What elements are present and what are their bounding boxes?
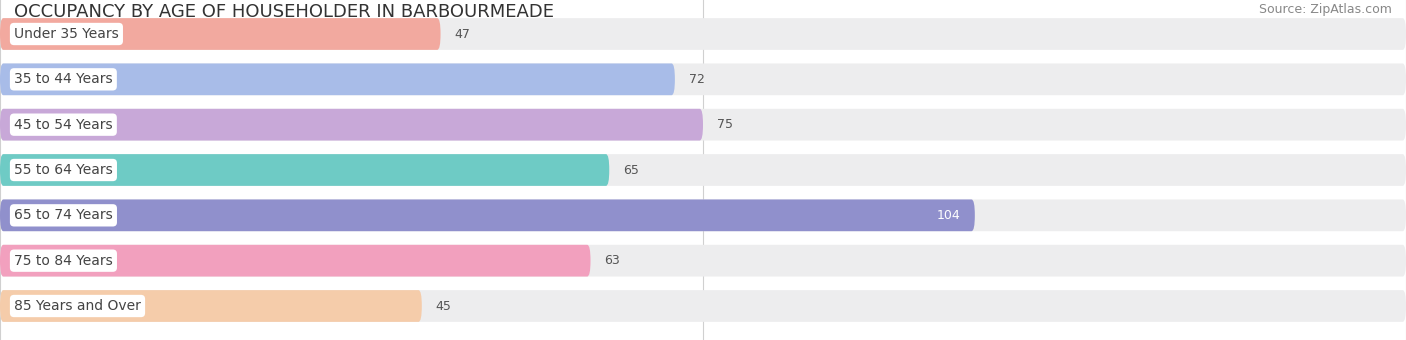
FancyBboxPatch shape <box>0 200 974 231</box>
Text: OCCUPANCY BY AGE OF HOUSEHOLDER IN BARBOURMEADE: OCCUPANCY BY AGE OF HOUSEHOLDER IN BARBO… <box>14 3 554 21</box>
Text: 65 to 74 Years: 65 to 74 Years <box>14 208 112 222</box>
FancyBboxPatch shape <box>0 290 1406 322</box>
FancyBboxPatch shape <box>0 64 675 95</box>
Text: 55 to 64 Years: 55 to 64 Years <box>14 163 112 177</box>
Text: 72: 72 <box>689 73 704 86</box>
Text: 47: 47 <box>454 28 471 40</box>
Text: 75 to 84 Years: 75 to 84 Years <box>14 254 112 268</box>
Text: Under 35 Years: Under 35 Years <box>14 27 120 41</box>
Text: 35 to 44 Years: 35 to 44 Years <box>14 72 112 86</box>
Text: 45: 45 <box>436 300 451 312</box>
FancyBboxPatch shape <box>0 200 1406 231</box>
FancyBboxPatch shape <box>0 18 1406 50</box>
FancyBboxPatch shape <box>0 245 1406 276</box>
Text: 85 Years and Over: 85 Years and Over <box>14 299 141 313</box>
FancyBboxPatch shape <box>0 154 1406 186</box>
FancyBboxPatch shape <box>0 154 609 186</box>
FancyBboxPatch shape <box>0 64 1406 95</box>
Text: 75: 75 <box>717 118 733 131</box>
Text: 104: 104 <box>936 209 960 222</box>
Text: Source: ZipAtlas.com: Source: ZipAtlas.com <box>1258 3 1392 16</box>
FancyBboxPatch shape <box>0 109 1406 140</box>
FancyBboxPatch shape <box>0 109 703 140</box>
Text: 45 to 54 Years: 45 to 54 Years <box>14 118 112 132</box>
Text: 63: 63 <box>605 254 620 267</box>
Text: 65: 65 <box>623 164 640 176</box>
FancyBboxPatch shape <box>0 245 591 276</box>
FancyBboxPatch shape <box>0 290 422 322</box>
FancyBboxPatch shape <box>0 18 440 50</box>
